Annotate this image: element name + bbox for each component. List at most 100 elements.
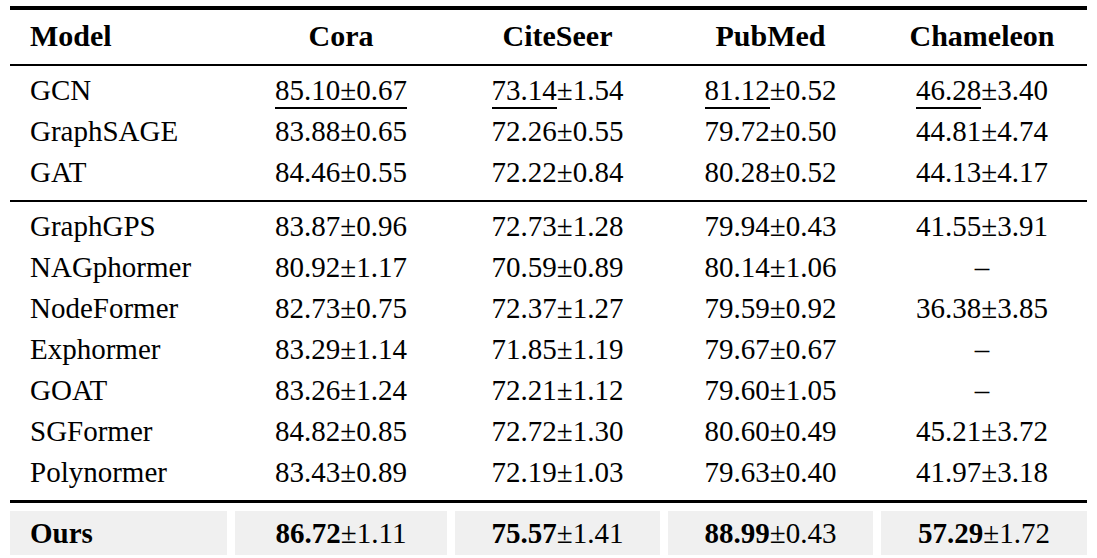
- mean-value: 70.59: [492, 251, 557, 283]
- mean-value: 41.55: [916, 210, 981, 242]
- metric-cell: 84.46±0.55: [231, 152, 451, 202]
- metric-cell: 46.28±3.40: [877, 66, 1087, 111]
- std-value: ±1.17: [340, 251, 407, 283]
- metric-cell: 57.29±1.72: [877, 503, 1087, 558]
- metric-cell: 86.72±1.11: [231, 503, 451, 558]
- table-row: GraphSAGE83.88±0.6572.26±0.5579.72±0.504…: [10, 111, 1087, 152]
- std-value: ±1.12: [557, 374, 624, 406]
- metric-cell: 71.85±1.19: [451, 329, 664, 370]
- mean-value: 72.26: [492, 115, 557, 147]
- missing-value-cell: –: [877, 370, 1087, 411]
- highlight-cell-bg: Ours: [10, 511, 227, 555]
- metric-cell: 73.14±1.54: [451, 66, 664, 111]
- section-classic-gnns: GCN85.10±0.6773.14±1.5481.12±0.5246.28±3…: [10, 66, 1087, 202]
- std-value: ±1.72: [983, 517, 1050, 549]
- std-value: ±3.18: [981, 456, 1048, 488]
- metric-cell: 72.72±1.30: [451, 411, 664, 452]
- metric-cell: 72.26±0.55: [451, 111, 664, 152]
- mean-value: 46.28: [916, 74, 981, 109]
- metric-cell: 79.67±0.67: [664, 329, 877, 370]
- mean-value: 79.72: [705, 115, 770, 147]
- mean-value: 80.14: [705, 251, 770, 283]
- metric-cell: 83.26±1.24: [231, 370, 451, 411]
- highlight-cell-bg: 75.57±1.41: [455, 511, 660, 555]
- mean-value: 79.63: [705, 456, 770, 488]
- metric-cell: 72.37±1.27: [451, 288, 664, 329]
- std-value: ±0.89: [557, 251, 624, 283]
- table-header: Model Cora CiteSeer PubMed Chameleon: [10, 6, 1087, 66]
- std-value: ±0.55: [557, 115, 624, 147]
- std-value: ±0.92: [770, 292, 837, 324]
- mean-value: 41.97: [916, 456, 981, 488]
- mean-value: 86.72: [276, 517, 341, 549]
- mean-value: 79.60: [705, 374, 770, 406]
- std-value: ±0.55: [340, 156, 407, 188]
- std-value: ±1.24: [340, 374, 407, 406]
- model-name-cell: GOAT: [10, 370, 231, 411]
- metric-cell: 82.73±0.75: [231, 288, 451, 329]
- section-ours: Ours86.72±1.1175.57±1.4188.99±0.4357.29±…: [10, 503, 1087, 558]
- metric-cell: 80.92±1.17: [231, 247, 451, 288]
- model-name-cell: NodeFormer: [10, 288, 231, 329]
- mean-value: 82.73: [275, 292, 340, 324]
- std-value: ±0.84: [557, 156, 624, 188]
- std-value: ±4.17: [981, 156, 1048, 188]
- mean-value: 83.43: [275, 456, 340, 488]
- results-table: Model Cora CiteSeer PubMed Chameleon GCN…: [10, 6, 1087, 558]
- mean-value: 72.19: [492, 456, 557, 488]
- std-value: ±0.40: [770, 456, 837, 488]
- table-row: Exphormer83.29±1.1471.85±1.1979.67±0.67–: [10, 329, 1087, 370]
- model-name-cell: GraphGPS: [10, 202, 231, 247]
- highlight-cell-bg: 88.99±0.43: [668, 511, 873, 555]
- std-value: ±1.11: [341, 517, 407, 549]
- metric-cell: 81.12±0.52: [664, 66, 877, 111]
- missing-value-cell: –: [877, 247, 1087, 288]
- mean-value: 79.67: [705, 333, 770, 365]
- metric-cell: 83.29±1.14: [231, 329, 451, 370]
- mean-value: 72.21: [492, 374, 557, 406]
- section-graph-transformers: GraphGPS83.87±0.9672.73±1.2879.94±0.4341…: [10, 202, 1087, 503]
- std-value: ±0.43: [770, 517, 837, 549]
- mean-value: 72.73: [492, 210, 557, 242]
- table-row: GOAT83.26±1.2472.21±1.1279.60±1.05–: [10, 370, 1087, 411]
- metric-cell: 79.94±0.43: [664, 202, 877, 247]
- std-value: ±3.40: [981, 74, 1048, 106]
- std-value: ±0.65: [340, 115, 407, 147]
- mean-value: 81.12: [705, 74, 770, 109]
- mean-value: 83.26: [275, 374, 340, 406]
- model-name-cell: Ours: [10, 503, 231, 558]
- highlight-cell-bg: 86.72±1.11: [235, 511, 447, 555]
- table-row: GCN85.10±0.6773.14±1.5481.12±0.5246.28±3…: [10, 66, 1087, 111]
- model-name-cell: NAGphormer: [10, 247, 231, 288]
- std-value: ±0.67: [770, 333, 837, 365]
- std-value: ±1.54: [557, 74, 624, 106]
- metric-cell: 80.14±1.06: [664, 247, 877, 288]
- metric-cell: 41.55±3.91: [877, 202, 1087, 247]
- mean-value: 36.38: [916, 292, 981, 324]
- table-row: Ours86.72±1.1175.57±1.4188.99±0.4357.29±…: [10, 503, 1087, 558]
- column-header-model: Model: [10, 6, 231, 66]
- model-name-cell: GCN: [10, 66, 231, 111]
- std-value: ±3.85: [981, 292, 1048, 324]
- metric-cell: 84.82±0.85: [231, 411, 451, 452]
- mean-value: 72.72: [492, 415, 557, 447]
- mean-value: 75.57: [492, 517, 557, 549]
- mean-value: 80.60: [705, 415, 770, 447]
- mean-value: 71.85: [492, 333, 557, 365]
- mean-value: 79.59: [705, 292, 770, 324]
- mean-value: 44.13: [916, 156, 981, 188]
- mean-value: 44.81: [916, 115, 981, 147]
- metric-cell: 72.21±1.12: [451, 370, 664, 411]
- mean-value: 45.21: [916, 415, 981, 447]
- mean-value: 72.22: [492, 156, 557, 188]
- metric-cell: 80.60±0.49: [664, 411, 877, 452]
- table-row: GraphGPS83.87±0.9672.73±1.2879.94±0.4341…: [10, 202, 1087, 247]
- std-value: ±3.72: [981, 415, 1048, 447]
- table-row: NAGphormer80.92±1.17 70.59±0.89 80.14±1.06…: [10, 247, 1087, 288]
- metric-cell: 72.73±1.28: [451, 202, 664, 247]
- std-value: ±1.05: [770, 374, 837, 406]
- header-row: Model Cora CiteSeer PubMed Chameleon: [10, 6, 1087, 66]
- highlight-cell-bg: 57.29±1.72: [881, 511, 1087, 555]
- mean-value: 80.28: [705, 156, 770, 188]
- mean-value: 85.10: [275, 74, 340, 106]
